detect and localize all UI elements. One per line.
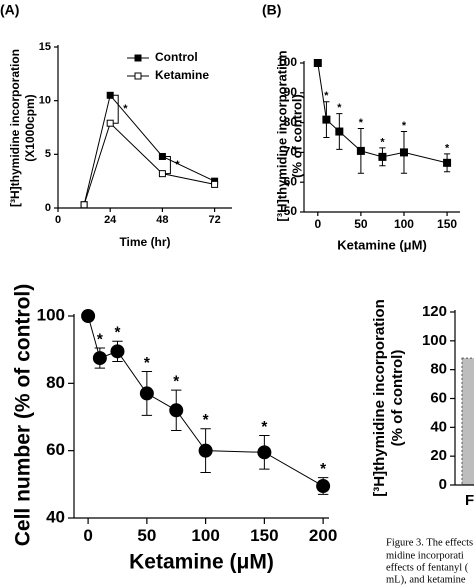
- y-axis-label: [³H]thymidine incorporation: [8, 49, 22, 207]
- point: [443, 158, 452, 167]
- y-tick-label: 100: [277, 55, 297, 69]
- y-tick-label: 15: [39, 41, 51, 53]
- point: [356, 146, 365, 155]
- y-tick-label: 10: [39, 95, 51, 107]
- y-tick-label: 120: [422, 303, 447, 320]
- point: [106, 119, 114, 127]
- y-tick-label: 40: [430, 418, 447, 435]
- x-tick-label: 0: [83, 526, 92, 545]
- point: [80, 201, 88, 209]
- significance-mark: *: [359, 117, 364, 129]
- y-tick-label: 80: [430, 361, 447, 378]
- y-tick-label: 50: [284, 204, 298, 218]
- y-tick-label: 100: [37, 305, 65, 324]
- point: [198, 443, 213, 458]
- y-tick-label: 80: [46, 373, 65, 392]
- caption-line: effects of fentanyl (: [386, 562, 469, 573]
- y-tick-label: 60: [430, 389, 447, 406]
- x-tick-label: 150: [250, 526, 278, 545]
- y-axis-label: (X1000cpm): [23, 94, 37, 161]
- point: [106, 91, 114, 99]
- significance-mark: *: [324, 90, 329, 102]
- bracket: [165, 155, 171, 175]
- point: [322, 115, 331, 124]
- y-tick-label: 0: [439, 476, 447, 493]
- significance-mark: *: [261, 419, 267, 436]
- x-tick-label: 50: [137, 526, 156, 545]
- point: [399, 148, 408, 157]
- significance-mark: *: [320, 461, 326, 478]
- panel-title: (A): [0, 2, 19, 18]
- point: [158, 152, 166, 160]
- legend-marker: [134, 72, 142, 80]
- y-tick-label: 90: [284, 85, 298, 99]
- x-tick-label: 150: [437, 217, 457, 231]
- x-tick-label: 0: [314, 217, 321, 231]
- y-tick-label: 100: [422, 332, 447, 349]
- significance-mark: *: [445, 142, 450, 154]
- point: [92, 351, 107, 366]
- y-tick-label: 5: [45, 148, 51, 160]
- significance-mark: *: [175, 159, 180, 171]
- y-axis-label: (% of control): [389, 350, 406, 447]
- significance-mark: *: [173, 373, 179, 390]
- x-tick-label: F: [465, 492, 474, 509]
- significance-mark: *: [97, 331, 103, 348]
- point: [316, 479, 331, 494]
- significance-mark: *: [402, 120, 407, 132]
- significance-mark: *: [203, 412, 209, 429]
- bracket: [113, 94, 119, 124]
- point: [257, 445, 272, 460]
- significance-mark: *: [123, 103, 128, 115]
- significance-mark: *: [337, 102, 342, 114]
- panel-title: (B): [262, 2, 281, 18]
- point: [378, 152, 387, 161]
- x-tick-label: 200: [309, 526, 337, 545]
- x-tick-label: 48: [156, 214, 168, 226]
- x-axis-label: Time (hr): [119, 235, 170, 249]
- point: [81, 309, 96, 323]
- x-tick-label: 24: [104, 214, 117, 226]
- legend-marker: [134, 54, 142, 62]
- x-axis-label: Ketamine (μM): [129, 551, 274, 574]
- caption-line: mL), and ketamine: [386, 574, 466, 585]
- significance-mark: *: [115, 325, 121, 342]
- y-axis-label: [³H]thymidine incorporation: [371, 299, 388, 497]
- x-tick-label: 0: [55, 214, 61, 226]
- y-axis-label: [³H]thymidine incorporation: [274, 50, 289, 221]
- x-axis-label: Ketamine (μM): [337, 237, 427, 252]
- legend-label: Control: [155, 50, 198, 64]
- y-tick-label: 60: [46, 440, 65, 459]
- x-tick-label: 100: [191, 526, 219, 545]
- y-tick-label: 20: [430, 447, 447, 464]
- point: [169, 403, 184, 418]
- point: [139, 386, 154, 401]
- y-axis-label: Cell number (% of control): [12, 284, 35, 547]
- y-axis-label: (% of control): [289, 94, 304, 178]
- point: [110, 344, 125, 359]
- y-tick-label: 70: [284, 145, 298, 159]
- series-line: [83, 94, 215, 205]
- y-tick-label: 0: [45, 202, 51, 214]
- x-tick-label: 100: [394, 217, 414, 231]
- bar: [461, 357, 474, 486]
- point: [158, 170, 166, 178]
- series-line: [83, 122, 215, 205]
- point: [211, 180, 219, 188]
- y-tick-label: 80: [284, 115, 298, 129]
- point: [335, 127, 344, 136]
- y-tick-label: 60: [284, 174, 298, 188]
- x-tick-label: 50: [354, 217, 368, 231]
- caption-line: midine incorporati: [386, 550, 464, 561]
- legend-label: Ketamine: [155, 68, 209, 82]
- x-tick-label: 72: [208, 214, 220, 226]
- significance-mark: *: [380, 136, 385, 148]
- point: [313, 59, 322, 67]
- caption-line: Figure 3. The effects: [386, 537, 473, 548]
- significance-mark: *: [144, 355, 150, 372]
- y-tick-label: 40: [46, 507, 65, 526]
